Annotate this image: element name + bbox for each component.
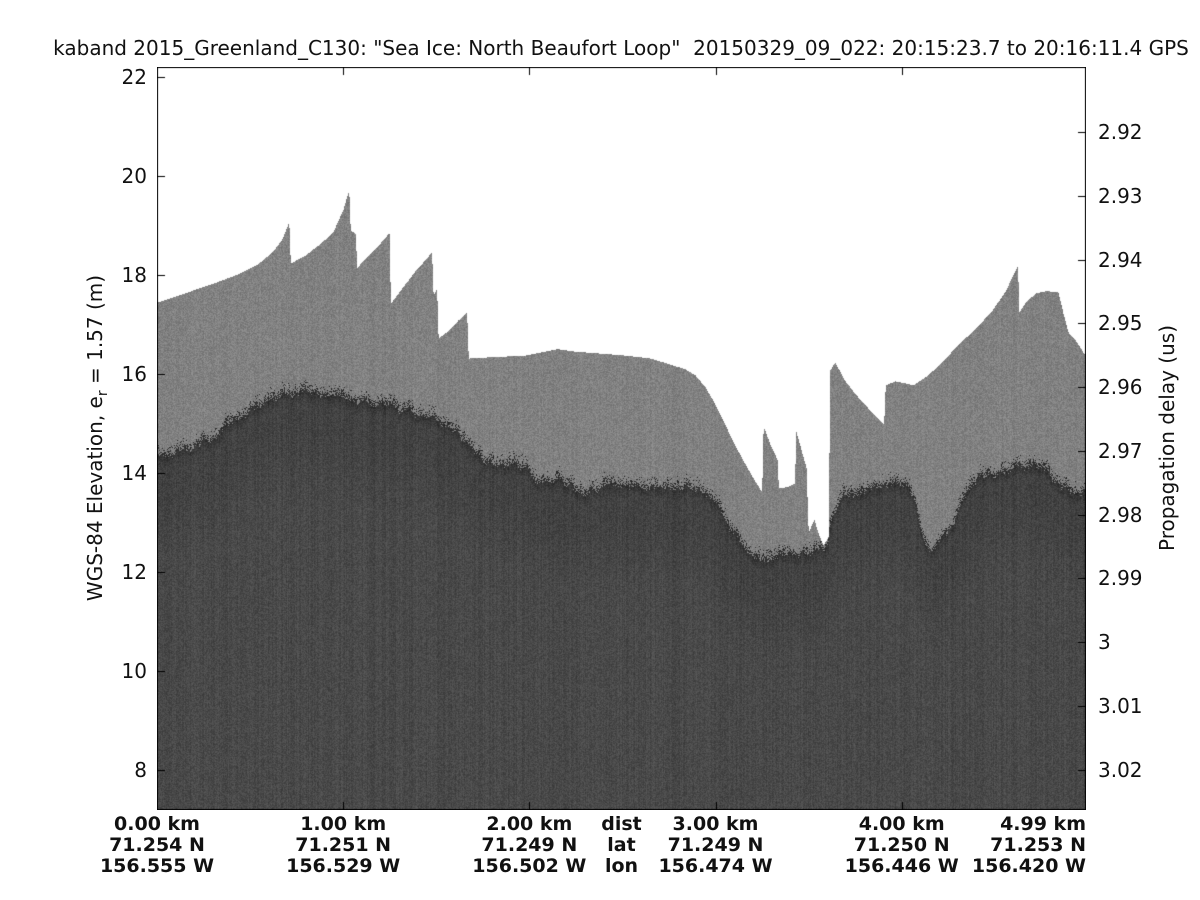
left-axis-tick-label: 20 bbox=[121, 163, 147, 188]
bottom-axis-column-lon: 156.555 W bbox=[99, 855, 215, 877]
left-axis-tick-label: 14 bbox=[121, 460, 147, 485]
right-axis-tick-label: 2.93 bbox=[1098, 183, 1143, 208]
bottom-axis-column-dist: 1.00 km bbox=[300, 813, 387, 835]
bottom-axis-column: 4.00 km 71.250 N 156.446 W bbox=[822, 814, 982, 877]
right-axis-tick-label: 2.98 bbox=[1098, 502, 1143, 527]
plot-area bbox=[157, 67, 1086, 810]
bottom-axis-column: 3.00 km 71.249 N 156.474 W bbox=[636, 814, 796, 877]
bottom-axis-column-lat: 71.251 N bbox=[295, 834, 392, 856]
left-axis-tick-label: 10 bbox=[121, 658, 147, 683]
bottom-axis-column-lat: 71.250 N bbox=[853, 834, 950, 856]
left-axis-label: WGS-84 Elevation, er = 1.57 (m) bbox=[83, 275, 111, 601]
bottom-axis-column-dist: 3.00 km bbox=[672, 813, 759, 835]
bottom-axis-column: 4.99 km 71.253 N 156.420 W bbox=[926, 814, 1086, 877]
left-axis-tick-label: 22 bbox=[121, 64, 147, 89]
right-axis-tick-label: 2.94 bbox=[1098, 247, 1143, 272]
right-axis-tick-label: 2.95 bbox=[1098, 311, 1143, 336]
bottom-axis-column-lon: 156.446 W bbox=[844, 855, 959, 877]
right-axis-tick-label: 3.01 bbox=[1098, 694, 1143, 719]
bottom-axis-column-dist: 4.00 km bbox=[858, 813, 945, 835]
left-axis-tick-label: 12 bbox=[121, 559, 147, 584]
bottom-axis-column-lat: 71.249 N bbox=[667, 834, 764, 856]
left-axis-tick-label: 8 bbox=[134, 757, 147, 782]
left-axis-tick-label: 16 bbox=[121, 361, 147, 386]
left-axis-label-units: = 1.57 (m) bbox=[83, 274, 107, 391]
bottom-axis-column-lon: 156.502 W bbox=[472, 855, 587, 877]
bottom-axis-column-lon: 156.474 W bbox=[658, 855, 773, 877]
right-axis-label: Propagation delay (us) bbox=[1155, 324, 1179, 552]
right-axis-tick-label: 3 bbox=[1098, 630, 1111, 655]
left-axis-tick-label: 18 bbox=[121, 262, 147, 287]
bottom-axis-column-dist: 2.00 km bbox=[486, 813, 573, 835]
bottom-axis-column: 0.00 km 71.254 N 156.555 W bbox=[77, 814, 237, 877]
right-axis-tick-label: 2.92 bbox=[1098, 120, 1143, 145]
bottom-axis-column-dist: 4.99 km bbox=[1000, 813, 1086, 835]
figure-title: kaband 2015_Greenland_C130: "Sea Ice: No… bbox=[53, 36, 1189, 60]
bottom-axis-column-lat: 71.249 N bbox=[481, 834, 578, 856]
bottom-axis-column-lon: 156.420 W bbox=[971, 855, 1086, 877]
echogram-image bbox=[157, 67, 1086, 810]
left-axis-label-subscript: r bbox=[95, 390, 111, 397]
bottom-axis-column-lat: 71.253 N bbox=[990, 834, 1086, 856]
right-axis-tick-label: 2.96 bbox=[1098, 375, 1143, 400]
bottom-axis-key-column: dist lat lon bbox=[542, 814, 702, 877]
left-axis-label-text: WGS-84 Elevation, e bbox=[83, 396, 107, 602]
bottom-axis-key-column-lat: lat bbox=[607, 834, 636, 856]
right-axis-tick-label: 2.97 bbox=[1098, 438, 1143, 463]
right-axis-tick-label: 3.02 bbox=[1098, 757, 1143, 782]
right-axis-tick-label: 2.99 bbox=[1098, 566, 1143, 591]
bottom-axis-key-column-dist: dist bbox=[601, 813, 642, 835]
bottom-axis-key-column-lon: lon bbox=[604, 855, 639, 877]
bottom-axis-column-dist: 0.00 km bbox=[114, 813, 200, 835]
bottom-axis-column-lat: 71.254 N bbox=[109, 834, 205, 856]
bottom-axis-column: 2.00 km 71.249 N 156.502 W bbox=[449, 814, 609, 877]
bottom-axis-column-lon: 156.529 W bbox=[286, 855, 401, 877]
bottom-axis-column: 1.00 km 71.251 N 156.529 W bbox=[263, 814, 423, 877]
